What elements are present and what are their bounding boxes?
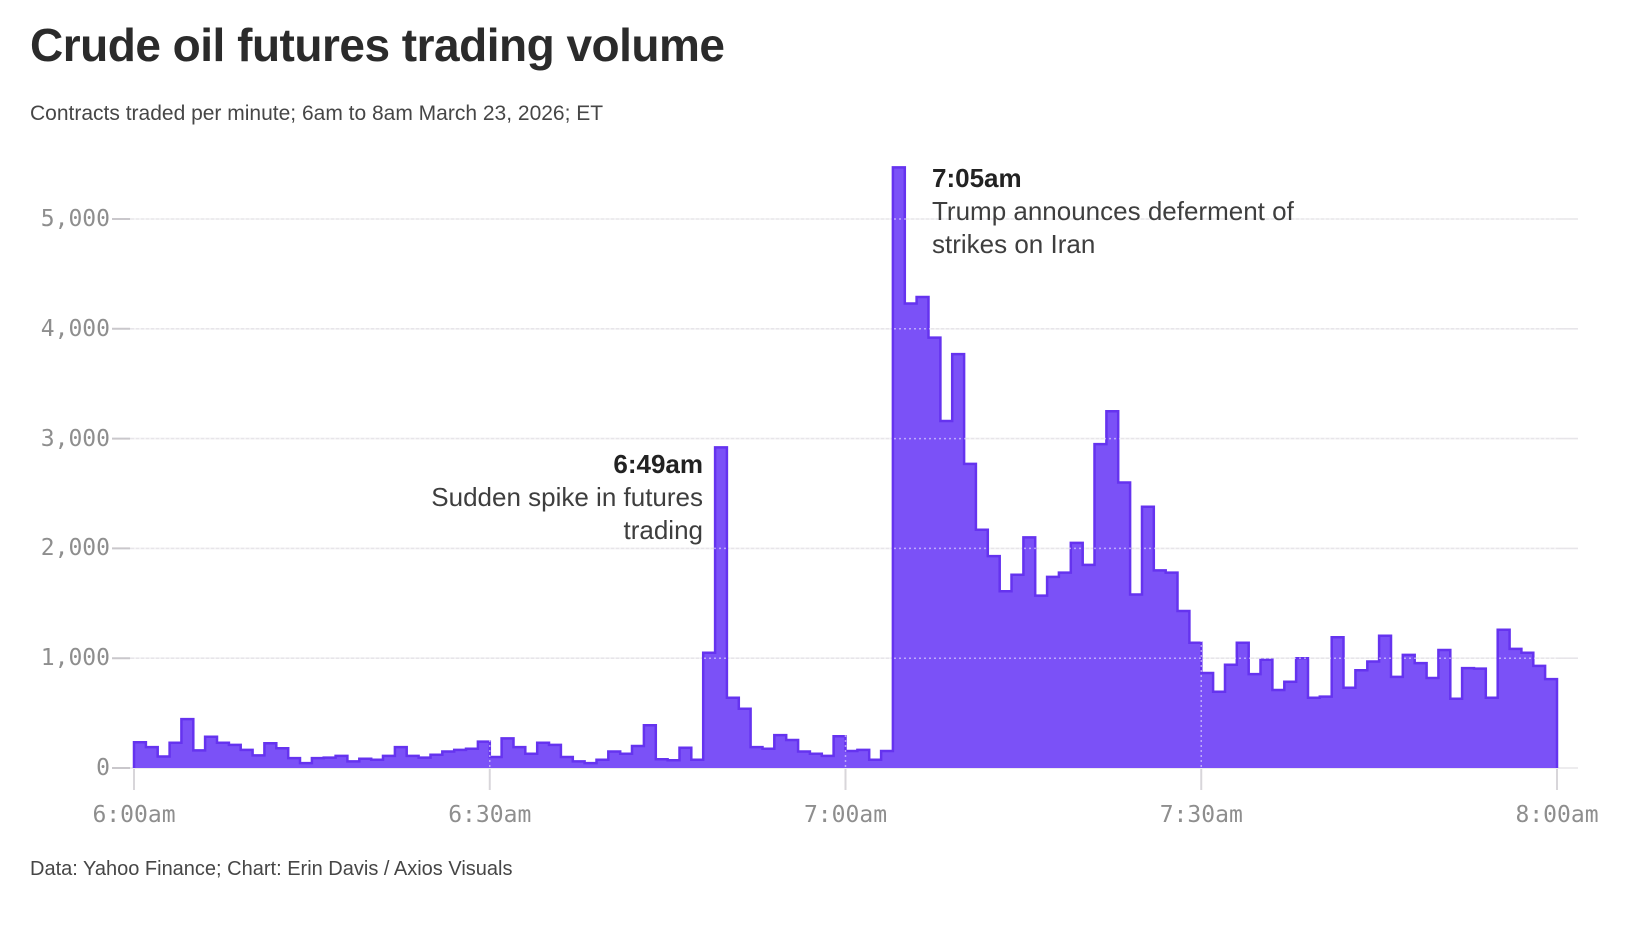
chart-subtitle: Contracts traded per minute; 6am to 8am … (30, 102, 604, 125)
y-tick-label: 0 (96, 755, 110, 781)
annotation-705am: 7:05am Trump announces deferment of stri… (932, 162, 1294, 261)
x-tick-label: 7:00am (803, 802, 888, 828)
annotation-time-label: 7:05am (932, 163, 1022, 193)
volume-bars (132, 166, 1559, 768)
y-tick-label: 4,000 (40, 315, 110, 342)
y-tick-label: 1,000 (40, 645, 110, 672)
annotation-text-line: trading (623, 515, 704, 545)
x-tick-label: 7:30am (1159, 802, 1243, 828)
annotation-649am: 6:49am Sudden spike in futures trading (431, 448, 703, 547)
y-tick-label: 5,000 (40, 206, 110, 232)
chart-title: Crude oil futures trading volume (30, 19, 725, 71)
annotation-text-line: strikes on Iran (932, 229, 1096, 259)
annotation-time-label: 6:49am (613, 449, 703, 479)
y-tick-label: 3,000 (40, 425, 110, 452)
y-tick-label: 2,000 (40, 535, 110, 562)
x-tick-label: 8:00am (1515, 802, 1599, 828)
x-tick-label: 6:00am (92, 802, 176, 828)
x-tick-label: 6:30am (448, 802, 532, 828)
annotation-text-line: Sudden spike in futures (431, 482, 703, 512)
annotation-text-line: Trump announces deferment of (932, 196, 1294, 226)
source-credit: Data: Yahoo Finance; Chart: Erin Davis /… (30, 858, 513, 880)
